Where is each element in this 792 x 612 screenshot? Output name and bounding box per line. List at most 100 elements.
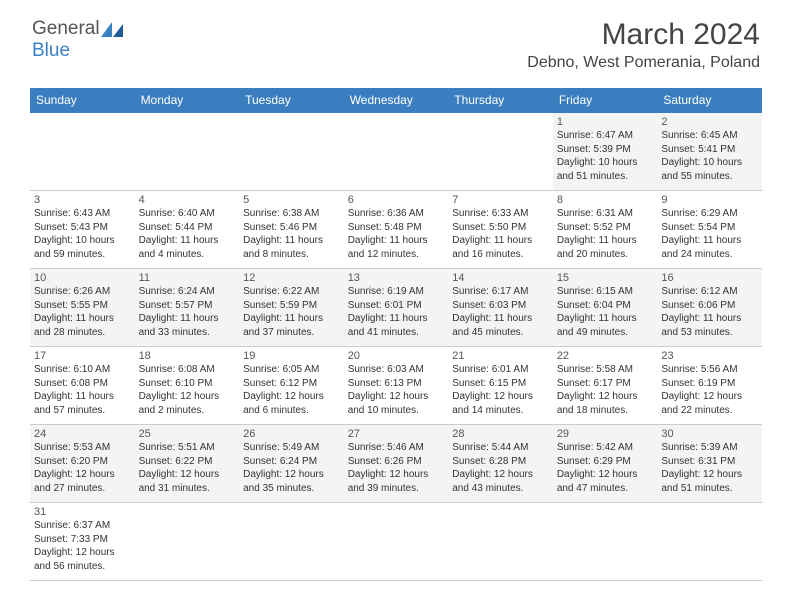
calendar-cell: 22Sunrise: 5:58 AMSunset: 6:17 PMDayligh… <box>553 347 658 425</box>
day-number: 17 <box>34 350 131 362</box>
sunrise-text: Sunrise: 6:10 AM <box>34 363 131 377</box>
daylight1-text: Daylight: 12 hours <box>661 468 758 482</box>
sunrise-text: Sunrise: 6:12 AM <box>661 285 758 299</box>
brand-part2: Blue <box>32 40 70 61</box>
calendar-cell <box>30 113 135 191</box>
daylight1-text: Daylight: 12 hours <box>34 468 131 482</box>
day-number: 9 <box>661 194 758 206</box>
day-number: 16 <box>661 272 758 284</box>
daylight1-text: Daylight: 12 hours <box>661 390 758 404</box>
weekday-header: Friday <box>553 88 658 113</box>
calendar-cell: 17Sunrise: 6:10 AMSunset: 6:08 PMDayligh… <box>30 347 135 425</box>
sunrise-text: Sunrise: 6:03 AM <box>348 363 445 377</box>
weekday-header: Sunday <box>30 88 135 113</box>
daylight2-text: and 56 minutes. <box>34 560 131 574</box>
sunrise-text: Sunrise: 5:44 AM <box>452 441 549 455</box>
sunset-text: Sunset: 6:03 PM <box>452 299 549 313</box>
daylight1-text: Daylight: 10 hours <box>557 156 654 170</box>
calendar-cell <box>448 503 553 581</box>
sunset-text: Sunset: 6:01 PM <box>348 299 445 313</box>
sunset-text: Sunset: 5:50 PM <box>452 221 549 235</box>
sunset-text: Sunset: 6:26 PM <box>348 455 445 469</box>
daylight2-text: and 31 minutes. <box>139 482 236 496</box>
daylight1-text: Daylight: 10 hours <box>661 156 758 170</box>
daylight2-text: and 43 minutes. <box>452 482 549 496</box>
calendar-cell <box>239 503 344 581</box>
day-number: 27 <box>348 428 445 440</box>
daylight1-text: Daylight: 11 hours <box>139 234 236 248</box>
daylight2-text: and 24 minutes. <box>661 248 758 262</box>
calendar-cell: 29Sunrise: 5:42 AMSunset: 6:29 PMDayligh… <box>553 425 658 503</box>
calendar-cell: 14Sunrise: 6:17 AMSunset: 6:03 PMDayligh… <box>448 269 553 347</box>
daylight1-text: Daylight: 12 hours <box>557 390 654 404</box>
daylight2-text: and 2 minutes. <box>139 404 236 418</box>
daylight2-text: and 14 minutes. <box>452 404 549 418</box>
day-number: 30 <box>661 428 758 440</box>
calendar-cell: 18Sunrise: 6:08 AMSunset: 6:10 PMDayligh… <box>135 347 240 425</box>
calendar-cell: 13Sunrise: 6:19 AMSunset: 6:01 PMDayligh… <box>344 269 449 347</box>
weekday-header-row: Sunday Monday Tuesday Wednesday Thursday… <box>30 88 762 113</box>
calendar-cell: 26Sunrise: 5:49 AMSunset: 6:24 PMDayligh… <box>239 425 344 503</box>
sunset-text: Sunset: 6:24 PM <box>243 455 340 469</box>
calendar-cell: 27Sunrise: 5:46 AMSunset: 6:26 PMDayligh… <box>344 425 449 503</box>
daylight2-text: and 27 minutes. <box>34 482 131 496</box>
day-number: 29 <box>557 428 654 440</box>
calendar-cell: 21Sunrise: 6:01 AMSunset: 6:15 PMDayligh… <box>448 347 553 425</box>
sunrise-text: Sunrise: 5:39 AM <box>661 441 758 455</box>
sunset-text: Sunset: 6:17 PM <box>557 377 654 391</box>
daylight2-text: and 18 minutes. <box>557 404 654 418</box>
daylight2-text: and 35 minutes. <box>243 482 340 496</box>
day-number: 4 <box>139 194 236 206</box>
calendar-cell: 9Sunrise: 6:29 AMSunset: 5:54 PMDaylight… <box>657 191 762 269</box>
daylight2-text: and 37 minutes. <box>243 326 340 340</box>
sunset-text: Sunset: 5:44 PM <box>139 221 236 235</box>
sunrise-text: Sunrise: 6:22 AM <box>243 285 340 299</box>
daylight1-text: Daylight: 12 hours <box>243 468 340 482</box>
daylight2-text: and 49 minutes. <box>557 326 654 340</box>
calendar-cell: 24Sunrise: 5:53 AMSunset: 6:20 PMDayligh… <box>30 425 135 503</box>
daylight2-text: and 10 minutes. <box>348 404 445 418</box>
sunset-text: Sunset: 6:12 PM <box>243 377 340 391</box>
daylight1-text: Daylight: 12 hours <box>452 390 549 404</box>
day-number: 12 <box>243 272 340 284</box>
sunset-text: Sunset: 5:41 PM <box>661 143 758 157</box>
day-number: 7 <box>452 194 549 206</box>
daylight1-text: Daylight: 12 hours <box>139 390 236 404</box>
page-header: General Blue March 2024 Debno, West Pome… <box>0 0 792 80</box>
calendar-row: 10Sunrise: 6:26 AMSunset: 5:55 PMDayligh… <box>30 269 762 347</box>
sunset-text: Sunset: 5:43 PM <box>34 221 131 235</box>
daylight2-text: and 28 minutes. <box>34 326 131 340</box>
title-block: March 2024 Debno, West Pomerania, Poland <box>527 18 760 72</box>
weekday-header: Monday <box>135 88 240 113</box>
calendar-cell: 20Sunrise: 6:03 AMSunset: 6:13 PMDayligh… <box>344 347 449 425</box>
sunset-text: Sunset: 6:20 PM <box>34 455 131 469</box>
sunrise-text: Sunrise: 5:51 AM <box>139 441 236 455</box>
daylight2-text: and 59 minutes. <box>34 248 131 262</box>
day-number: 18 <box>139 350 236 362</box>
calendar-cell <box>657 503 762 581</box>
calendar-row: 1Sunrise: 6:47 AMSunset: 5:39 PMDaylight… <box>30 113 762 191</box>
calendar-row: 31Sunrise: 6:37 AMSunset: 7:33 PMDayligh… <box>30 503 762 581</box>
daylight1-text: Daylight: 12 hours <box>452 468 549 482</box>
calendar-cell: 2Sunrise: 6:45 AMSunset: 5:41 PMDaylight… <box>657 113 762 191</box>
sunrise-text: Sunrise: 6:43 AM <box>34 207 131 221</box>
sunset-text: Sunset: 5:52 PM <box>557 221 654 235</box>
day-number: 3 <box>34 194 131 206</box>
sunrise-text: Sunrise: 6:36 AM <box>348 207 445 221</box>
calendar-row: 24Sunrise: 5:53 AMSunset: 6:20 PMDayligh… <box>30 425 762 503</box>
sunset-text: Sunset: 6:19 PM <box>661 377 758 391</box>
daylight1-text: Daylight: 11 hours <box>661 312 758 326</box>
sunrise-text: Sunrise: 6:37 AM <box>34 519 131 533</box>
sunrise-text: Sunrise: 6:15 AM <box>557 285 654 299</box>
day-number: 15 <box>557 272 654 284</box>
daylight2-text: and 51 minutes. <box>557 170 654 184</box>
sunrise-text: Sunrise: 6:45 AM <box>661 129 758 143</box>
daylight2-text: and 47 minutes. <box>557 482 654 496</box>
calendar-row: 3Sunrise: 6:43 AMSunset: 5:43 PM Daylight… <box>30 191 762 269</box>
sunset-text: Sunset: 6:29 PM <box>557 455 654 469</box>
calendar-cell: 6Sunrise: 6:36 AMSunset: 5:48 PMDaylight… <box>344 191 449 269</box>
day-number: 8 <box>557 194 654 206</box>
day-number: 10 <box>34 272 131 284</box>
sunrise-text: Sunrise: 5:58 AM <box>557 363 654 377</box>
daylight2-text: and 33 minutes. <box>139 326 236 340</box>
